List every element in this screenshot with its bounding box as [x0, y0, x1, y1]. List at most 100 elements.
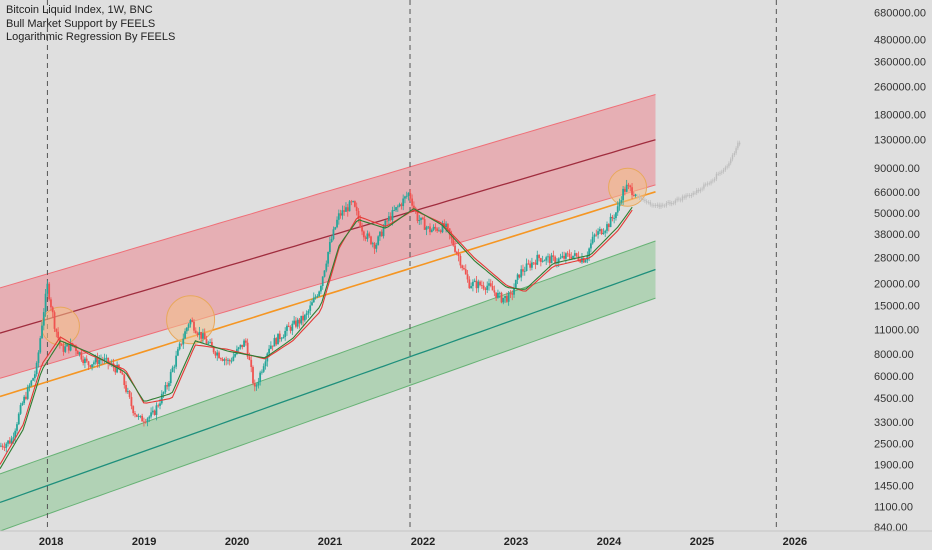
candle-body — [364, 237, 367, 239]
candle-body — [411, 198, 414, 206]
candle-body — [466, 274, 469, 280]
candle-body — [132, 406, 135, 414]
candle-body — [590, 243, 592, 249]
candle-body — [151, 410, 154, 413]
candle-body — [253, 383, 256, 387]
projection-body — [658, 204, 660, 208]
candle-body — [244, 340, 247, 343]
candle-body — [321, 276, 324, 287]
candle-body — [298, 319, 301, 324]
projection-body — [654, 205, 657, 206]
candle-body — [477, 281, 480, 289]
candle-body — [400, 204, 403, 207]
candle-body — [159, 403, 161, 406]
candle-body — [570, 256, 573, 259]
upper-band-mid — [0, 139, 656, 334]
projection-body — [663, 205, 666, 207]
candle-body — [620, 200, 623, 203]
candle-body — [261, 371, 263, 373]
candle-body — [493, 290, 496, 293]
candle-body — [130, 397, 133, 407]
candle-body — [243, 340, 245, 347]
candle-body — [180, 343, 183, 345]
candle-body — [28, 385, 31, 388]
candle-body — [604, 230, 607, 233]
projection-body — [667, 201, 669, 203]
y-axis: 680000.00 480000.00 360000.00 260000.00 1800… — [860, 0, 932, 550]
candle-body — [262, 366, 265, 372]
candle-body — [623, 188, 626, 192]
candle-body — [177, 349, 179, 356]
candle-body — [566, 253, 569, 255]
candle-body — [350, 201, 353, 203]
candle-body — [616, 206, 619, 213]
legend-title[interactable]: Bitcoin Liquid Index, 1W, BNC — [6, 4, 153, 16]
candle-body — [366, 233, 369, 239]
projection-body — [728, 163, 730, 167]
candle-body — [525, 263, 528, 271]
projection-body — [669, 201, 671, 205]
candle-body — [609, 216, 612, 228]
candle-body — [141, 415, 144, 422]
candle-body — [123, 374, 126, 386]
candle-body — [464, 269, 467, 275]
candle-body — [311, 302, 313, 306]
candle-body — [497, 292, 499, 298]
candle-body — [468, 279, 471, 289]
candle-body — [23, 396, 26, 404]
candle-body — [164, 385, 167, 393]
projection-body — [719, 172, 721, 174]
candle-body — [556, 262, 558, 264]
y-tick-label: 360000.00 — [874, 56, 926, 68]
candle-body — [252, 366, 254, 384]
candle-body — [173, 366, 176, 368]
candle-body — [46, 283, 49, 294]
candle-body — [227, 359, 229, 361]
candle-body — [116, 364, 119, 373]
bull-market-support — [0, 206, 633, 469]
projection-body — [726, 166, 728, 168]
y-tick-label: 50000.00 — [874, 208, 920, 220]
candle-body — [552, 255, 555, 257]
legend-bull-support[interactable]: Bull Market Support by FEELS — [6, 17, 156, 30]
candle-body — [432, 226, 435, 230]
candle-body — [139, 415, 142, 417]
projection-body — [738, 142, 741, 145]
y-tick-label: 20000.00 — [874, 279, 920, 291]
legend-log-regression[interactable]: Logarithmic Regression By FEELS — [6, 31, 176, 43]
candle-body — [500, 292, 503, 303]
candle-body — [157, 405, 160, 407]
candle-body — [119, 368, 122, 374]
candle-body — [373, 243, 376, 249]
candle-body — [430, 229, 433, 233]
candle-body — [380, 231, 383, 237]
candle-body — [613, 218, 616, 219]
candle-body — [575, 253, 578, 256]
candle-body — [194, 330, 197, 334]
candle-body — [205, 339, 208, 344]
y-tick-label: 6000.00 — [874, 371, 914, 383]
projection-body — [712, 180, 714, 182]
candle-body — [359, 218, 362, 228]
projection-body — [724, 167, 727, 170]
candle-body — [178, 343, 181, 350]
candle-body — [505, 295, 508, 302]
candle-body — [457, 253, 460, 256]
candle-body — [271, 345, 274, 347]
candle-body — [557, 258, 560, 263]
candle-body — [214, 352, 217, 356]
candle-body — [223, 359, 226, 361]
lower-band-mid — [0, 268, 656, 504]
candle-body — [377, 236, 380, 245]
candle-body — [532, 262, 535, 264]
projection-body — [696, 189, 698, 194]
candle-body — [518, 274, 521, 278]
projection-body — [730, 159, 732, 164]
x-tick-label: 2019 — [132, 536, 156, 548]
candle-body — [541, 260, 544, 262]
candle-body — [137, 416, 140, 417]
y-tick-label: 38000.00 — [874, 229, 920, 241]
candle-body — [504, 295, 506, 298]
candle-body — [193, 321, 195, 331]
